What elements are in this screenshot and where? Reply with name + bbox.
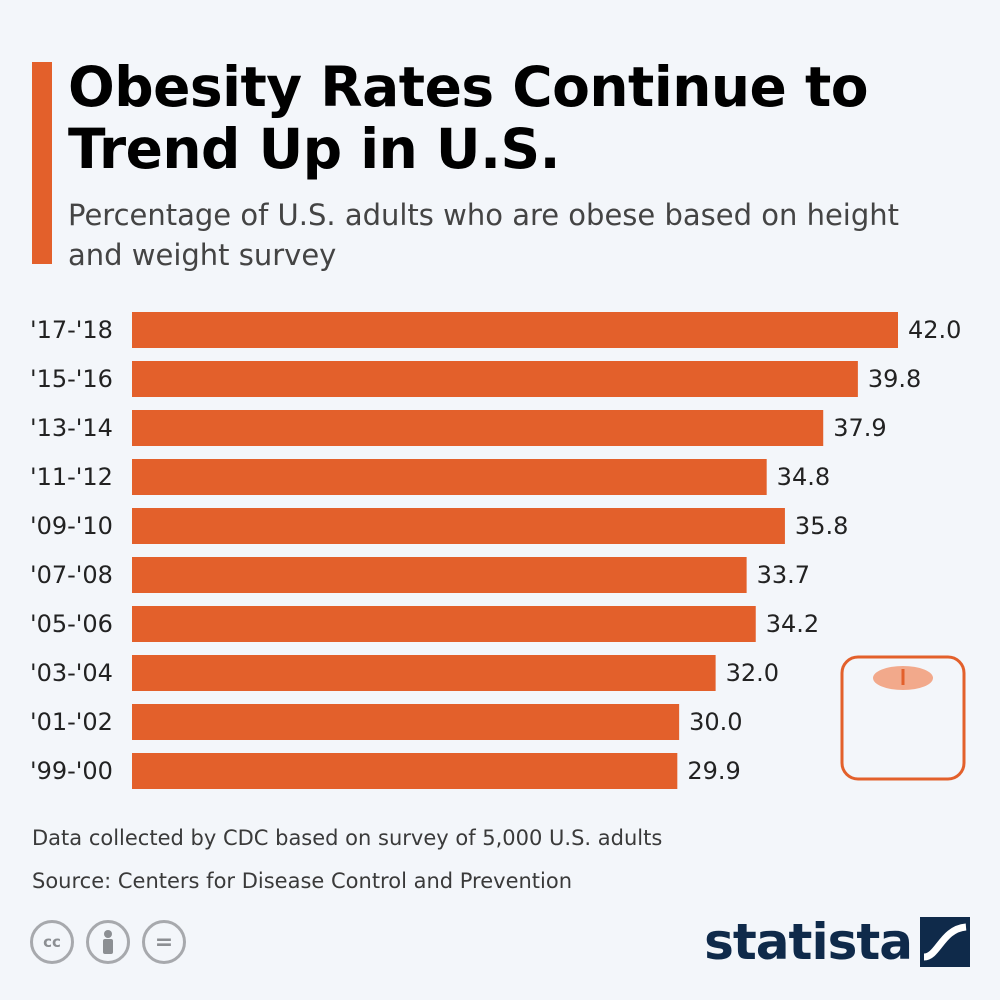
category-label: '09-'10 <box>30 512 113 540</box>
cc-icon[interactable]: cc <box>30 920 74 964</box>
bar <box>132 704 680 740</box>
no-derivatives-icon[interactable]: = <box>142 920 186 964</box>
category-label: '15-'16 <box>30 365 113 393</box>
bar <box>132 557 747 593</box>
bar <box>132 312 898 348</box>
attribution-icon[interactable] <box>86 920 130 964</box>
category-label: '11-'12 <box>30 463 113 491</box>
page-title: Obesity Rates Continue to Trend Up in U.… <box>68 55 869 181</box>
bar <box>132 410 824 446</box>
value-label: 39.8 <box>868 365 921 393</box>
scale-body <box>840 655 966 781</box>
value-label: 34.8 <box>777 463 830 491</box>
bar <box>132 606 756 642</box>
value-label: 29.9 <box>687 757 740 785</box>
category-label: '99-'00 <box>30 757 113 785</box>
value-label: 34.2 <box>766 610 819 638</box>
category-label: '03-'04 <box>30 659 113 687</box>
bar-chart: '17-'18 42.0 '15-'16 39.8 '13-'14 37.9 '11-'12… <box>30 312 961 789</box>
category-label: '01-'02 <box>30 708 113 736</box>
source-note: Source: Centers for Disease Control and … <box>32 869 573 893</box>
category-label: '05-'06 <box>30 610 113 638</box>
footnote: Data collected by CDC based on survey of… <box>32 826 663 850</box>
title-accent-bar <box>32 62 52 264</box>
bar <box>132 508 785 544</box>
bathroom-scale-icon <box>840 655 966 781</box>
category-label: '07-'08 <box>30 561 113 589</box>
license-icons: cc = <box>30 920 186 964</box>
category-label: '13-'14 <box>30 414 113 442</box>
bar <box>132 361 858 397</box>
category-label: '17-'18 <box>30 316 113 344</box>
bar <box>132 459 767 495</box>
value-label: 30.0 <box>689 708 742 736</box>
value-label: 33.7 <box>757 561 810 589</box>
value-label: 35.8 <box>795 512 848 540</box>
statista-mark-icon <box>920 917 970 967</box>
bar <box>132 655 716 691</box>
page-subtitle: Percentage of U.S. adults who are obese … <box>68 198 900 272</box>
person-icon <box>103 930 113 954</box>
statista-logo[interactable]: statista <box>704 912 970 972</box>
brand-wordmark: statista <box>704 913 913 971</box>
bar <box>132 753 678 789</box>
value-label: 42.0 <box>908 316 961 344</box>
value-label: 32.0 <box>726 659 779 687</box>
value-label: 37.9 <box>833 414 886 442</box>
